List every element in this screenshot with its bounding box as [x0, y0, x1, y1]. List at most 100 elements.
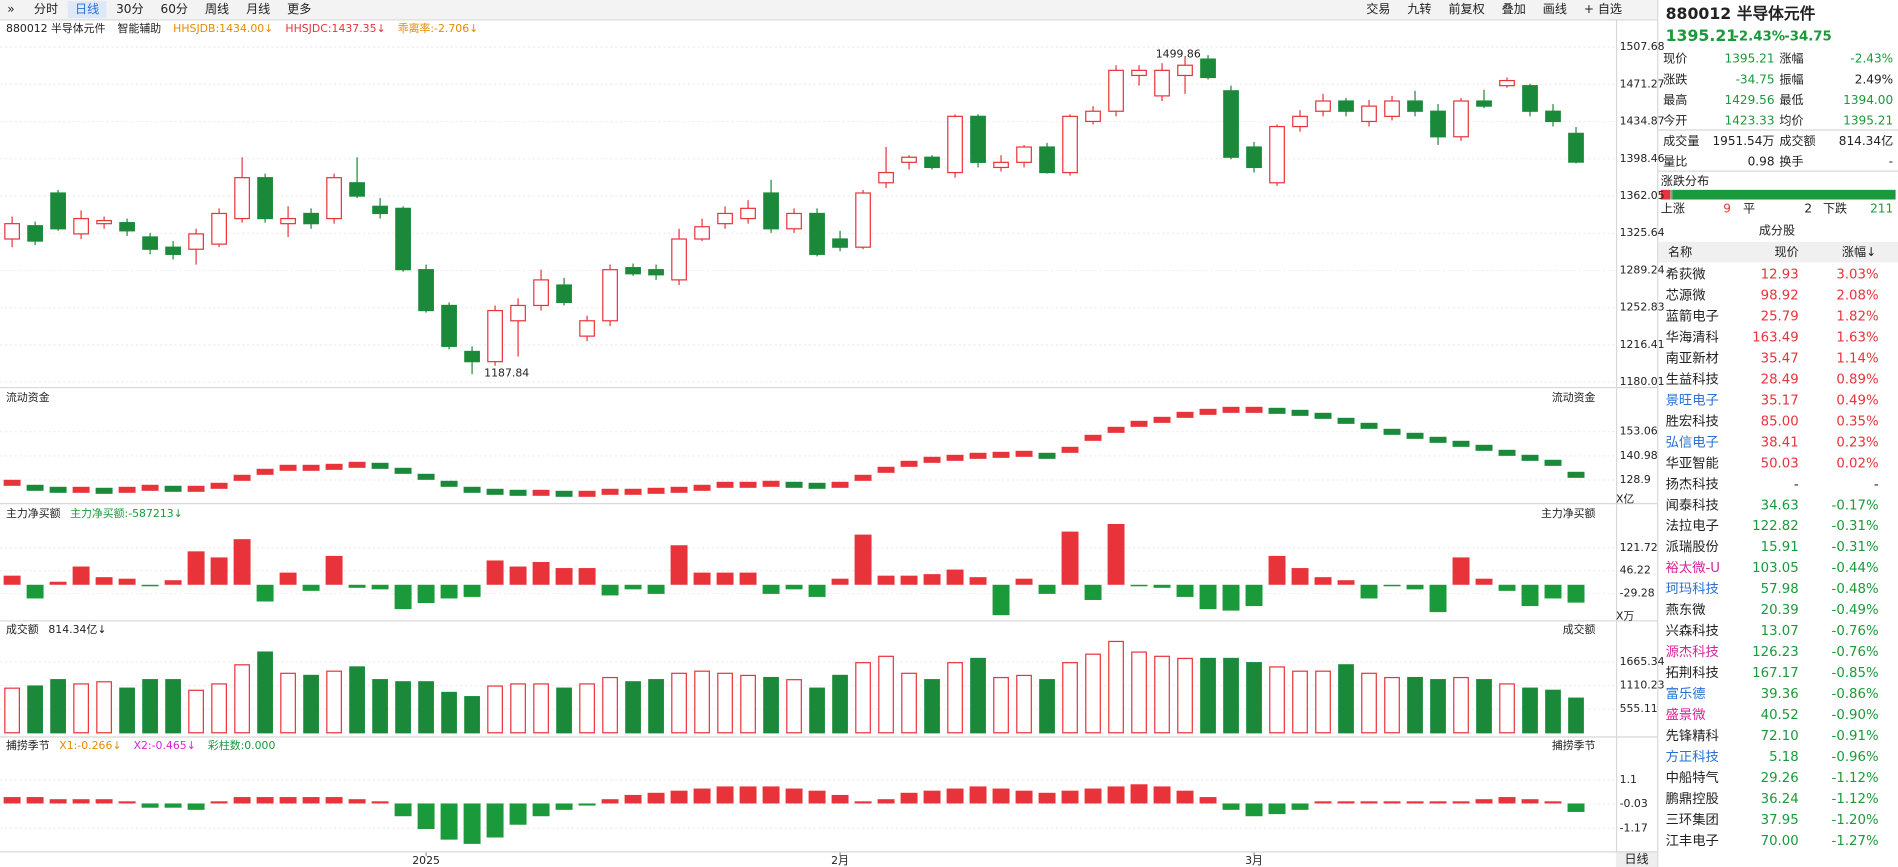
candle-body: [280, 217, 296, 225]
bar: [210, 557, 228, 585]
toolbar-tab[interactable]: 60分: [161, 2, 188, 16]
stock-change: -0.48%: [1832, 582, 1879, 597]
stock-change: 1.82%: [1836, 309, 1878, 324]
toolbar-active[interactable]: [67, 1, 107, 19]
candle-body: [671, 238, 687, 281]
candle-body: [579, 320, 595, 337]
stock-name[interactable]: 源杰科技: [1666, 644, 1719, 660]
candle-body: [1108, 69, 1124, 112]
toolbar-icon[interactable]: »: [7, 2, 14, 16]
flow-dash: [187, 485, 205, 492]
toolbar-tab[interactable]: 周线: [205, 2, 229, 16]
volume-bar: [1085, 653, 1101, 734]
stock-name[interactable]: 方正科技: [1666, 749, 1719, 765]
flow-dash: [417, 473, 435, 480]
flow-dash: [1222, 406, 1240, 413]
volume-bar: [1062, 662, 1078, 734]
toolbar-button[interactable]: 叠加: [1502, 2, 1526, 16]
volume-bar: [763, 676, 779, 734]
stock-name[interactable]: 芯源微: [1666, 287, 1706, 303]
bar: [348, 799, 366, 804]
stock-name[interactable]: 鹏鼎控股: [1666, 791, 1719, 807]
volume-bar: [786, 679, 802, 734]
stock-name[interactable]: 南亚新材: [1666, 350, 1719, 366]
toolbar-button[interactable]: + 自选: [1584, 2, 1622, 16]
stock-change: 3.03%: [1836, 267, 1878, 282]
stock-name[interactable]: 裕太微-U: [1666, 560, 1720, 576]
y-tick-label: 1665.34: [1620, 655, 1665, 668]
volume-bar: [924, 679, 940, 734]
period-box[interactable]: [1615, 852, 1658, 867]
bar: [555, 568, 573, 585]
bar: [509, 803, 527, 825]
flow-dash: [1544, 459, 1562, 466]
flow-dash: [1360, 422, 1378, 429]
stock-name[interactable]: 蓝箭电子: [1666, 307, 1719, 324]
stock-name[interactable]: 生益科技: [1666, 371, 1719, 387]
stock-change: -1.20%: [1832, 813, 1879, 828]
stock-price: 39.36: [1761, 687, 1799, 702]
flow-dash: [463, 486, 481, 493]
volume-bar: [464, 696, 480, 734]
bar: [716, 572, 734, 585]
stock-name[interactable]: 先锋精科: [1666, 728, 1719, 744]
stock-name[interactable]: 珂玛科技: [1666, 581, 1719, 597]
stock-name[interactable]: 华海清科: [1666, 329, 1719, 345]
stock-name[interactable]: 希荻微: [1666, 266, 1706, 282]
candle-body: [1016, 146, 1032, 163]
flow-dash: [716, 481, 734, 488]
stock-change: -1.12%: [1832, 792, 1879, 807]
field-value: 1429.56: [1725, 93, 1775, 107]
toolbar-tab[interactable]: 30分: [116, 2, 143, 16]
bar: [302, 797, 320, 804]
bar: [1084, 788, 1102, 804]
toolbar-tab[interactable]: 分时: [34, 2, 58, 16]
stock-name[interactable]: 三环集团: [1666, 812, 1719, 828]
stock-name[interactable]: 富乐德: [1666, 685, 1706, 702]
stock-name[interactable]: 法拉电子: [1666, 518, 1719, 534]
volume-bar: [119, 687, 135, 734]
toolbar-button[interactable]: 画线: [1543, 2, 1567, 16]
candle-body: [901, 156, 917, 163]
bar: [26, 797, 44, 804]
stock-name[interactable]: 燕东微: [1666, 602, 1706, 618]
toolbar-button[interactable]: 九转: [1407, 1, 1431, 16]
bar: [1130, 784, 1148, 804]
table-header[interactable]: 涨幅↓: [1842, 244, 1876, 259]
panel-title-right: 主力净买额: [1541, 506, 1596, 520]
period-label[interactable]: 日线: [1624, 852, 1648, 866]
bar: [49, 799, 67, 804]
candle-body: [1246, 146, 1262, 169]
stock-name[interactable]: 弘信电子: [1666, 434, 1719, 450]
bar: [1222, 803, 1240, 810]
stock-name[interactable]: 兴森科技: [1666, 623, 1719, 639]
flow-dash: [1061, 446, 1079, 453]
bar: [3, 575, 21, 585]
stock-name[interactable]: 盛景微: [1666, 707, 1706, 723]
field-label: 振幅: [1779, 71, 1803, 86]
bar: [302, 584, 320, 591]
stock-name[interactable]: 拓荆科技: [1666, 665, 1719, 681]
stock-name[interactable]: 江丰电子: [1666, 833, 1719, 849]
field-label: 最高: [1663, 92, 1687, 107]
bar: [141, 584, 159, 587]
toolbar-tab[interactable]: 月线: [246, 2, 270, 16]
bar: [946, 569, 964, 585]
stock-name[interactable]: 派瑞股份: [1666, 539, 1719, 555]
toolbar-button[interactable]: 交易: [1366, 1, 1390, 16]
bar: [877, 575, 895, 585]
toolbar-tab[interactable]: 更多: [287, 2, 311, 16]
bar: [1498, 584, 1516, 591]
stock-name[interactable]: 扬杰科技: [1666, 476, 1719, 492]
stock-name[interactable]: 中船特气: [1666, 770, 1719, 786]
flow-dash: [3, 479, 21, 486]
toolbar-button[interactable]: 前复权: [1448, 1, 1484, 16]
candle-body: [1568, 132, 1584, 163]
stock-name[interactable]: 华亚智能: [1666, 455, 1719, 471]
bar: [1153, 786, 1171, 804]
toolbar-tab[interactable]: 日线: [75, 2, 99, 16]
stock-name[interactable]: 胜宏科技: [1666, 413, 1719, 429]
stock-name[interactable]: 闻泰科技: [1666, 497, 1719, 513]
stock-name[interactable]: 景旺电子: [1666, 392, 1719, 408]
bar: [1314, 801, 1332, 804]
